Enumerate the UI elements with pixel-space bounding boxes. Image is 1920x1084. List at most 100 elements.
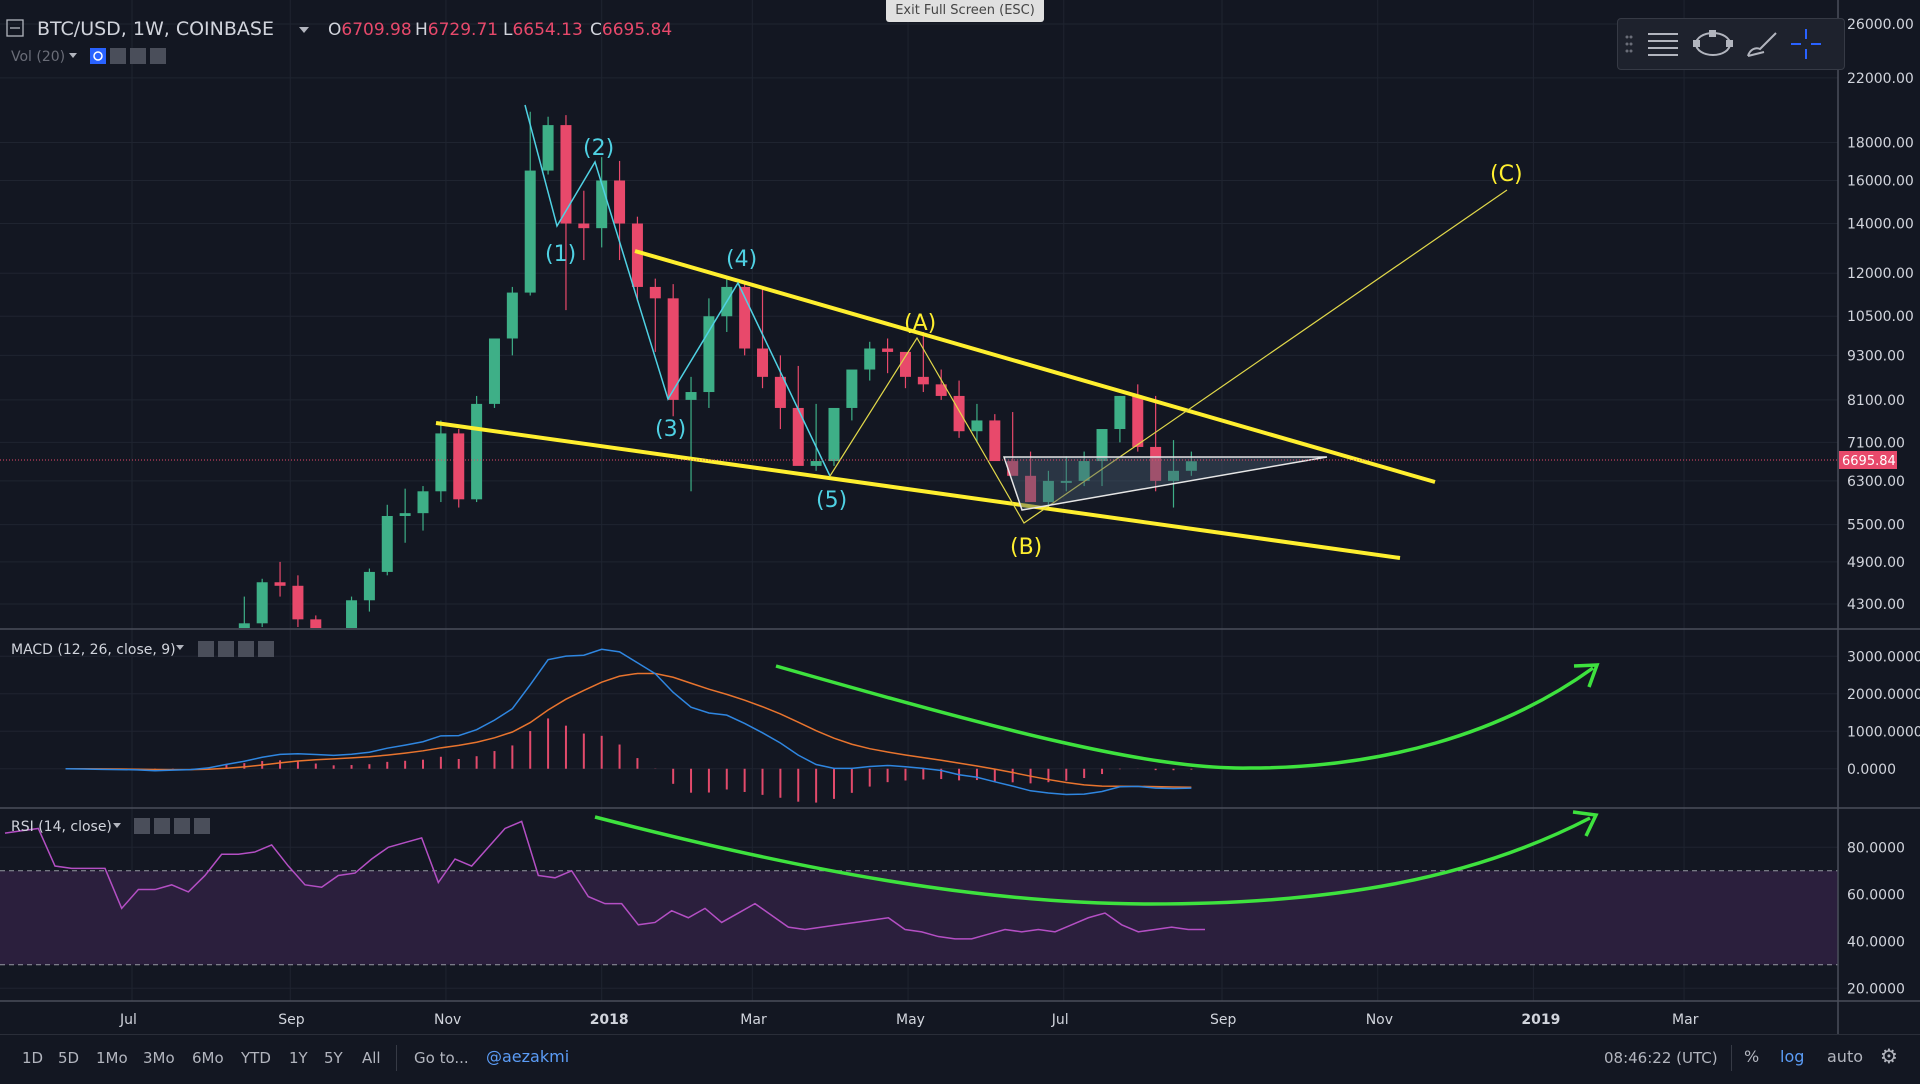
author-link[interactable]: @aezakmi	[486, 1047, 570, 1066]
candle	[435, 420, 447, 503]
candle	[864, 341, 876, 381]
time-axis-label: Nov	[1366, 1012, 1393, 1028]
impulse-wave-path[interactable]	[524, 104, 831, 477]
ohlc-high: H6729.71	[415, 20, 498, 40]
candle	[703, 298, 715, 408]
candle	[989, 414, 1001, 462]
macd-projection-arrow[interactable]	[775, 664, 1595, 770]
drawing-toolbox	[1617, 18, 1845, 70]
candle	[649, 278, 661, 352]
candle	[524, 111, 536, 296]
rsi-dropdown-icon[interactable]	[113, 823, 121, 828]
drawings-layer	[0, 104, 1838, 906]
brush-tool-icon[interactable]	[1747, 32, 1777, 57]
candle	[792, 365, 804, 466]
candle	[667, 284, 679, 417]
rsi-label[interactable]: RSI (14, close)	[11, 819, 112, 835]
candle	[274, 561, 286, 597]
price-axis-label: 10500.00	[1847, 309, 1914, 325]
wave-label-2: (2)	[583, 136, 614, 161]
drag-handle-icon[interactable]	[1625, 35, 1633, 53]
time-axis-label: Sep	[278, 1012, 305, 1028]
timeframe-1mo[interactable]: 1Mo	[96, 1049, 128, 1067]
exit-fullscreen-button[interactable]: Exit Full Screen (ESC)	[886, 0, 1044, 22]
candle	[292, 575, 304, 627]
rsi-controls[interactable]	[134, 818, 210, 834]
time-axis-label: Jul	[1051, 1012, 1069, 1028]
wave-label-3: (3)	[655, 417, 686, 442]
macd-axis-label: 0.0000	[1847, 762, 1896, 778]
timeframe-1d[interactable]: 1D	[22, 1049, 44, 1067]
candle	[828, 407, 840, 466]
ohlc-close: C6695.84	[590, 20, 672, 40]
gear-icon[interactable]: ⚙	[1880, 1044, 1898, 1068]
collapse-icon[interactable]	[6, 19, 24, 37]
price-axis-label: 22000.00	[1847, 71, 1914, 87]
candle	[1114, 395, 1126, 443]
percent-scale-toggle[interactable]: %	[1744, 1047, 1760, 1066]
auto-scale-toggle[interactable]: auto	[1827, 1047, 1864, 1066]
ohlc-open: O6709.98	[328, 20, 412, 40]
correction-wave-path[interactable]	[829, 189, 1508, 524]
timeframe-ytd[interactable]: YTD	[241, 1049, 271, 1067]
timeframe-1y[interactable]: 1Y	[289, 1049, 308, 1067]
wave-label-A: (A)	[904, 311, 936, 336]
upper-trendline[interactable]	[634, 249, 1436, 484]
price-axis-label: 18000.00	[1847, 136, 1914, 152]
macd-dropdown-icon[interactable]	[176, 645, 184, 650]
lines-tool-icon[interactable]	[1648, 33, 1678, 56]
volume-dropdown-icon[interactable]	[69, 53, 77, 58]
wave-label-5: (5)	[816, 488, 847, 513]
macd-line	[65, 648, 1192, 796]
crosshair-tool-icon[interactable]	[1791, 29, 1821, 59]
wave-label-B: (B)	[1010, 535, 1042, 560]
rsi-line	[4, 820, 1205, 940]
timeframe-3mo[interactable]: 3Mo	[143, 1049, 175, 1067]
time-axis-label: Jul	[119, 1012, 137, 1028]
candle	[1167, 440, 1179, 508]
timeframe-6mo[interactable]: 6Mo	[192, 1049, 224, 1067]
current-price-tag: 6695.84	[1839, 451, 1897, 469]
candle	[560, 115, 572, 311]
candle	[417, 486, 429, 531]
candle	[238, 596, 250, 628]
timeframe-all[interactable]: All	[362, 1049, 381, 1067]
candle	[953, 380, 965, 438]
volume-controls[interactable]	[90, 48, 166, 64]
candle	[757, 286, 769, 389]
macd-pane	[65, 648, 1193, 803]
candle	[631, 216, 643, 302]
candle	[1150, 395, 1162, 492]
price-axis-label: 9300.00	[1847, 348, 1905, 364]
candle	[453, 429, 465, 508]
candle	[471, 395, 483, 503]
timeframe-5y[interactable]: 5Y	[324, 1049, 343, 1067]
rsi-axis-label: 60.0000	[1847, 887, 1905, 903]
log-scale-toggle[interactable]: log	[1780, 1047, 1805, 1066]
macd-controls[interactable]	[198, 641, 274, 657]
candle	[1042, 470, 1054, 508]
rsi-pane	[4, 820, 1205, 940]
timeframe-5d[interactable]: 5D	[58, 1049, 80, 1067]
symbol-label[interactable]: BTC/USD, 1W, COINBASE	[37, 18, 274, 40]
candle	[917, 331, 929, 393]
rsi-projection-arrow[interactable]	[594, 815, 1591, 906]
candle	[1096, 429, 1108, 487]
shapes-tool-icon[interactable]	[1693, 30, 1733, 56]
goto-date-button[interactable]: Go to...	[414, 1049, 469, 1067]
candle	[882, 338, 894, 374]
time-axis-label: Mar	[1672, 1012, 1699, 1028]
macd-label[interactable]: MACD (12, 26, close, 9)	[11, 642, 176, 658]
price-axis-label: 12000.00	[1847, 266, 1914, 282]
candle	[846, 369, 858, 421]
candle	[1025, 451, 1037, 503]
price-axis-label: 4900.00	[1847, 555, 1905, 571]
volume-label[interactable]: Vol (20)	[11, 49, 65, 65]
lower-trendline[interactable]	[435, 421, 1401, 560]
triangle-pattern[interactable]	[1002, 456, 1328, 511]
time-axis-label: Nov	[434, 1012, 461, 1028]
symbol-dropdown-icon[interactable]	[299, 27, 309, 33]
candle	[935, 369, 947, 400]
